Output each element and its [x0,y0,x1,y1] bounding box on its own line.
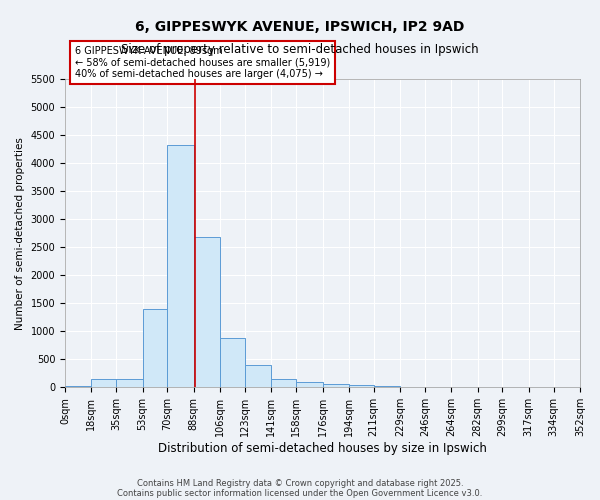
Text: Contains HM Land Registry data © Crown copyright and database right 2025.: Contains HM Land Registry data © Crown c… [137,478,463,488]
Bar [143,310,167,388]
Bar [65,386,91,388]
Text: 6, GIPPESWYK AVENUE, IPSWICH, IP2 9AD: 6, GIPPESWYK AVENUE, IPSWICH, IP2 9AD [136,20,464,34]
Bar [374,386,400,388]
Bar [167,145,194,388]
Bar [323,384,349,388]
Bar [271,379,296,388]
Bar [194,237,220,388]
Bar [91,379,116,388]
Text: Size of property relative to semi-detached houses in Ipswich: Size of property relative to semi-detach… [121,42,479,56]
Bar [220,338,245,388]
Y-axis label: Number of semi-detached properties: Number of semi-detached properties [15,136,25,330]
Bar [349,385,374,388]
Bar [245,366,271,388]
X-axis label: Distribution of semi-detached houses by size in Ipswich: Distribution of semi-detached houses by … [158,442,487,455]
Bar [296,382,323,388]
Text: 6 GIPPESWYK AVENUE: 89sqm
← 58% of semi-detached houses are smaller (5,919)
40% : 6 GIPPESWYK AVENUE: 89sqm ← 58% of semi-… [76,46,331,79]
Text: Contains public sector information licensed under the Open Government Licence v3: Contains public sector information licen… [118,488,482,498]
Bar [116,379,143,388]
